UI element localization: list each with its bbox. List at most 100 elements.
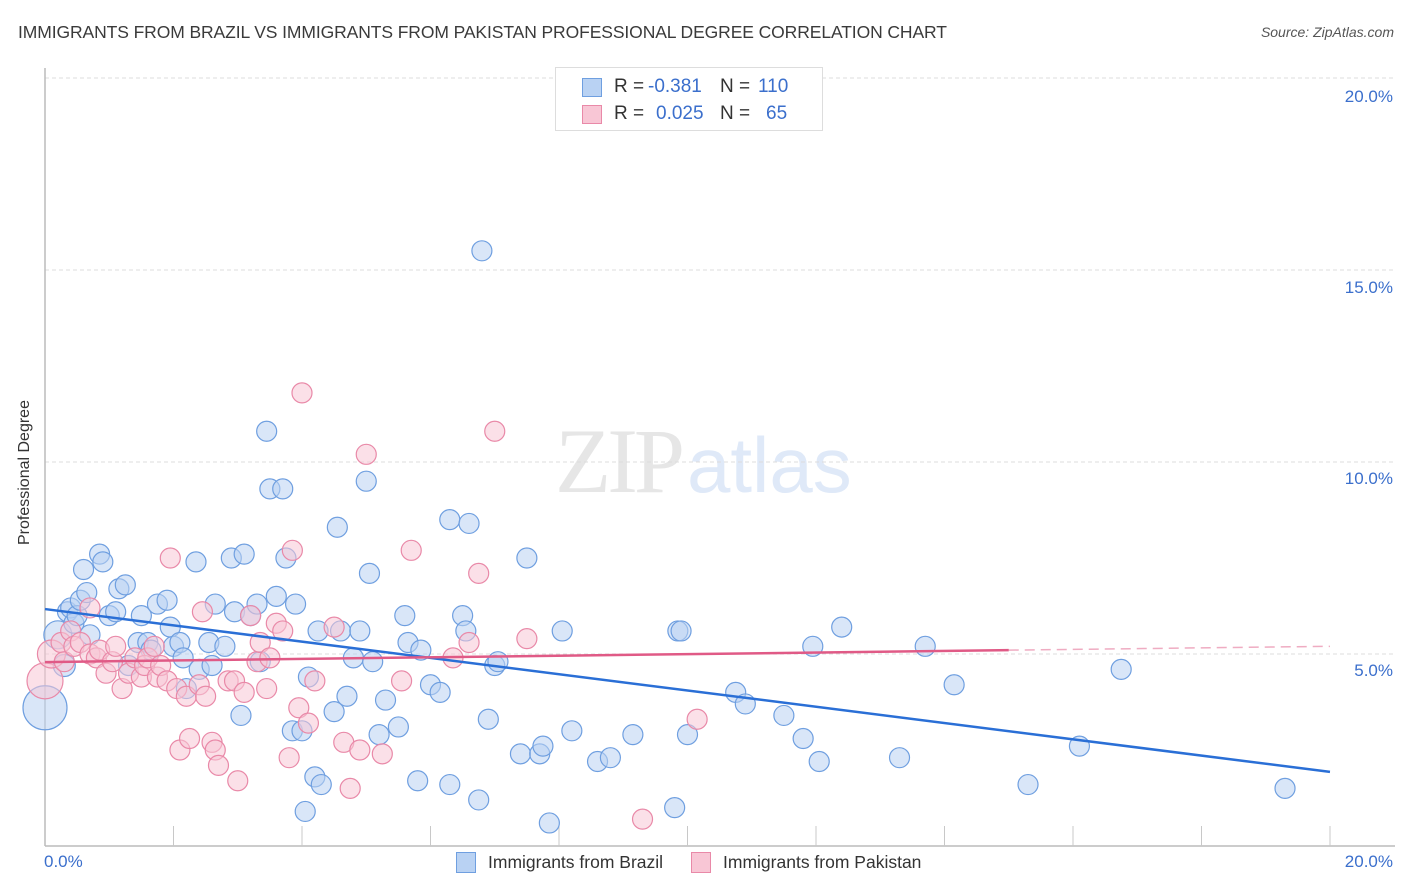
data-point (201, 654, 223, 677)
legend-label-pakistan: Immigrants from Pakistan (723, 852, 922, 872)
data-point (339, 777, 361, 800)
data-point (336, 685, 358, 707)
data-point (686, 708, 708, 730)
data-point (72, 558, 95, 581)
y-tick-20: 20.0% (1344, 87, 1393, 106)
axes (44, 68, 1395, 847)
data-point (284, 593, 307, 615)
data-point (278, 747, 300, 769)
brazil-swatch-icon (456, 852, 476, 873)
data-point (561, 720, 583, 742)
data-point (599, 747, 622, 769)
series-legend: Immigrants from Brazil Immigrants from P… (456, 852, 949, 873)
data-point (294, 800, 316, 823)
legend-label-brazil: Immigrants from Brazil (488, 852, 664, 872)
data-point (773, 704, 795, 727)
r-label: R = (614, 103, 645, 124)
stats-row-brazil: R = -0.381 N = 110 (582, 76, 788, 98)
data-point (387, 716, 409, 738)
data-point (304, 670, 326, 692)
data-point (349, 739, 371, 761)
legend-item-brazil[interactable]: Immigrants from Brazil (456, 852, 663, 873)
data-point (914, 635, 936, 657)
data-point (172, 647, 194, 669)
data-point (670, 620, 692, 642)
data-point (468, 789, 490, 811)
data-point (227, 770, 249, 792)
r-value: -0.381 (648, 76, 702, 97)
data-point (439, 508, 461, 531)
data-point (484, 420, 506, 442)
data-point (792, 727, 814, 750)
data-point (468, 562, 490, 584)
data-point (265, 585, 287, 608)
trend-line-extension (1008, 645, 1331, 651)
data-point (477, 708, 499, 730)
trend-line (44, 648, 1009, 664)
data-point (509, 743, 532, 765)
data-point (191, 601, 214, 623)
data-point (291, 382, 313, 404)
data-point (178, 727, 201, 750)
data-point (233, 543, 255, 565)
x-tick-0: 0.0% (44, 852, 83, 871)
data-point (390, 670, 413, 692)
data-point (143, 635, 165, 657)
data-point (622, 724, 644, 746)
watermark-zip: ZIP (555, 410, 685, 512)
data-point (532, 735, 554, 757)
data-point (310, 773, 332, 796)
data-point (631, 808, 654, 830)
pakistan-swatch-icon (691, 852, 712, 873)
data-point (1017, 773, 1039, 796)
data-point (105, 635, 127, 657)
data-point (323, 616, 345, 638)
data-point (362, 651, 384, 673)
data-point (233, 681, 255, 704)
legend-item-pakistan[interactable]: Immigrants from Pakistan (691, 852, 921, 873)
data-point (538, 812, 560, 834)
data-point (400, 539, 422, 561)
data-point (358, 562, 381, 584)
data-point (888, 747, 911, 769)
data-point (355, 443, 377, 465)
data-point (240, 604, 262, 627)
data-point (374, 689, 397, 711)
data-point (114, 574, 136, 596)
data-point (516, 547, 538, 569)
data-point (272, 620, 294, 642)
data-point (458, 512, 480, 535)
x-tick-20: 20.0% (1344, 852, 1393, 871)
data-point (355, 470, 377, 492)
r-label: R = (614, 76, 645, 97)
trend-lines (44, 607, 1331, 774)
data-point (272, 478, 294, 500)
data-point (676, 724, 699, 746)
stats-legend: R = -0.381 N = 110 R = 0.025 N = 65 (555, 67, 823, 131)
y-tick-5: 5.0% (1354, 661, 1393, 680)
n-label: N = (720, 76, 751, 97)
data-point (407, 770, 429, 792)
chart-title: IMMIGRANTS FROM BRAZIL VS IMMIGRANTS FRO… (18, 22, 947, 42)
data-point (1274, 777, 1296, 800)
data-point (259, 647, 281, 669)
data-point (808, 750, 830, 773)
data-point (297, 712, 320, 734)
watermark-atlas: atlas (687, 421, 852, 509)
pakistan-swatch-icon (582, 104, 602, 124)
data-point (349, 620, 371, 642)
brazil-swatch-icon (582, 77, 602, 97)
data-point (195, 685, 217, 707)
y-axis-label: Professional Degree (16, 400, 33, 545)
data-point (323, 700, 345, 723)
y-tick-10: 10.0% (1344, 469, 1393, 488)
data-point (185, 551, 207, 573)
data-point (207, 754, 230, 776)
data-point (326, 516, 348, 538)
data-point (394, 604, 416, 627)
data-point (471, 240, 493, 262)
data-point (551, 620, 573, 642)
data-point (92, 551, 114, 573)
r-value: 0.025 (656, 103, 704, 124)
data-point (256, 420, 278, 442)
